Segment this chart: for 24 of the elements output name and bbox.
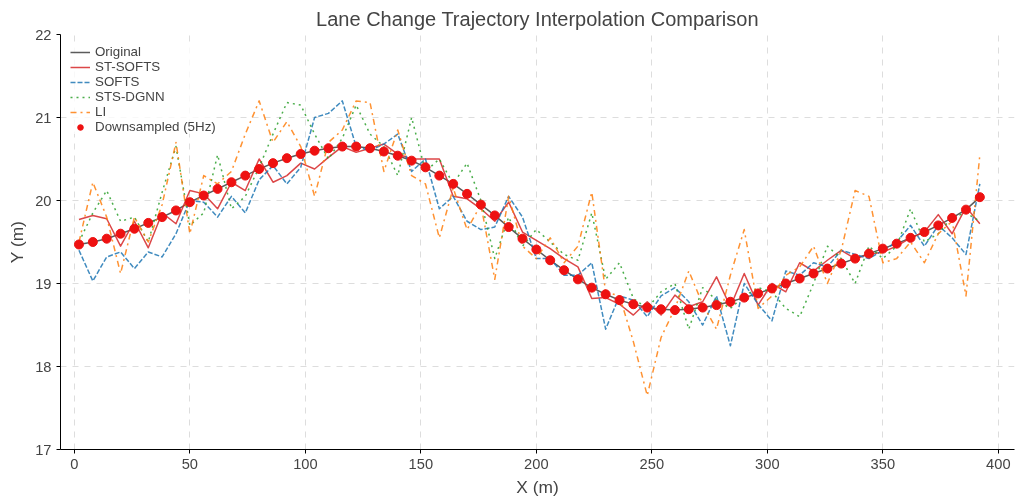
legend-label: Original bbox=[95, 44, 141, 59]
legend-label: LI bbox=[95, 104, 108, 119]
y-tick-label: 21 bbox=[35, 109, 52, 126]
x-tick-label: 0 bbox=[70, 455, 79, 472]
x-tick-label: 50 bbox=[181, 455, 199, 472]
y-tick-label: 17 bbox=[35, 441, 52, 458]
x-tick-label: 200 bbox=[524, 455, 549, 472]
y-tick-label: 19 bbox=[35, 275, 52, 292]
legend-label: ST-SOFTS bbox=[95, 59, 161, 74]
x-tick-label: 100 bbox=[293, 455, 318, 472]
y-tick-label: 18 bbox=[35, 358, 52, 375]
y-tick-label: 22 bbox=[35, 26, 52, 43]
legend-label: SOFTS bbox=[95, 74, 140, 89]
x-axis-title: X (m) bbox=[516, 476, 559, 497]
legend-label: STS-DGNN bbox=[95, 89, 165, 104]
x-tick-label: 300 bbox=[755, 455, 780, 472]
x-tick-label: 250 bbox=[639, 455, 665, 472]
y-axis-title: Y (m) bbox=[7, 221, 28, 264]
legend-label: Downsampled (5Hz) bbox=[95, 119, 216, 134]
y-tick-label: 20 bbox=[35, 192, 52, 209]
x-tick-label: 350 bbox=[870, 455, 896, 472]
x-tick-label: 400 bbox=[986, 455, 1011, 472]
chart-title: Lane Change Trajectory Interpolation Comparison bbox=[316, 7, 759, 30]
x-tick-label: 150 bbox=[408, 455, 434, 472]
